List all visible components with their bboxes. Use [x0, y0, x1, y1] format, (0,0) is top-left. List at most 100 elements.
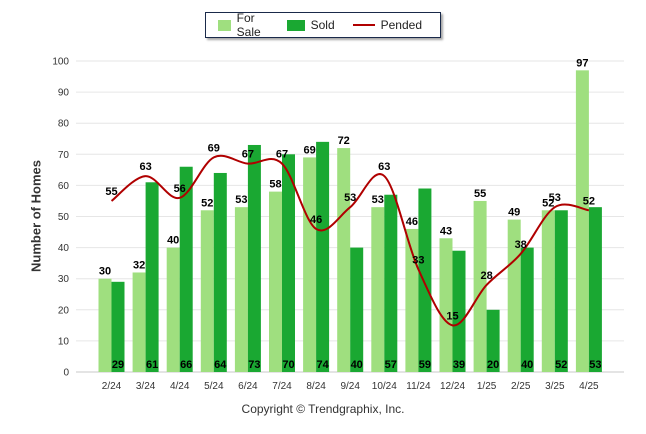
bar-for-sale	[439, 238, 453, 372]
bar-sold	[213, 172, 227, 372]
bar-sold	[486, 309, 500, 372]
data-label-pended: 53	[549, 192, 561, 204]
data-label-sold: 52	[555, 359, 567, 371]
data-label-sold: 29	[112, 359, 124, 371]
bar-for-sale	[98, 278, 112, 372]
data-label-sold: 73	[248, 359, 260, 371]
data-label-for-sale: 53	[235, 194, 247, 206]
bar-for-sale	[166, 247, 180, 372]
data-label-for-sale: 52	[201, 197, 213, 209]
data-label-pended: 15	[446, 310, 458, 322]
data-label-pended: 69	[208, 142, 220, 154]
data-label-pended: 63	[378, 161, 390, 173]
pended-line	[110, 154, 590, 327]
data-label-sold: 57	[385, 359, 397, 371]
x-tick-label: 6/24	[238, 381, 258, 392]
legend-swatch-for-sale	[218, 19, 231, 31]
x-tick-label: 10/24	[372, 381, 397, 392]
data-label-sold: 64	[214, 359, 227, 371]
x-tick-label: 5/24	[204, 381, 224, 392]
legend-item-sold[interactable]: Sold	[286, 18, 335, 32]
bar-for-sale	[405, 228, 419, 372]
bar-for-sale	[132, 272, 146, 372]
data-labels-group: 30 29 32 61 40 66 52 64 53 73 58 70 69 74 72 40 53 57 46 59…	[99, 57, 602, 371]
data-label-for-sale: 53	[372, 194, 384, 206]
data-label-for-sale: 49	[508, 207, 520, 219]
x-axis-ticks: 2/24 3/24 4/24 5/24 6/24 7/24 8/24 9/24 10/24 11/…	[102, 381, 599, 392]
x-tick-label: 3/25	[545, 381, 565, 392]
x-tick-label: 3/24	[136, 381, 156, 392]
data-label-sold: 74	[316, 359, 329, 371]
x-tick-label: 4/24	[170, 381, 190, 392]
data-label-for-sale: 32	[133, 259, 145, 271]
legend-item-pended[interactable]: Pended	[352, 18, 422, 32]
legend-item-for-sale[interactable]: For Sale	[218, 11, 269, 39]
bar-for-sale	[575, 70, 589, 372]
data-label-pended: 33	[412, 254, 424, 266]
x-tick-label: 1/25	[477, 381, 497, 392]
y-tick-label: 40	[58, 243, 70, 254]
bar-sold	[452, 250, 466, 372]
data-label-pended: 56	[174, 183, 186, 195]
x-tick-label: 12/24	[440, 381, 465, 392]
bar-for-sale	[337, 148, 351, 372]
bars-group	[98, 70, 602, 372]
data-label-for-sale: 58	[269, 179, 281, 191]
data-label-sold: 40	[351, 359, 363, 371]
y-tick-label: 30	[58, 274, 70, 285]
legend-label-pended: Pended	[380, 18, 422, 32]
x-tick-label: 4/25	[579, 381, 599, 392]
data-label-pended: 55	[105, 186, 117, 198]
y-tick-label: 80	[58, 119, 70, 130]
legend-label-sold: Sold	[310, 18, 335, 32]
pended-line-group	[110, 154, 590, 327]
data-label-for-sale: 40	[167, 235, 179, 247]
x-tick-label: 2/24	[102, 381, 122, 392]
bar-sold	[282, 154, 295, 372]
data-label-for-sale: 97	[576, 57, 588, 69]
bar-sold	[111, 281, 125, 372]
legend-label-for-sale: For Sale	[236, 11, 261, 39]
data-label-pended: 63	[139, 161, 151, 173]
data-label-pended: 46	[310, 214, 322, 226]
y-tick-label: 60	[58, 181, 70, 192]
data-label-pended: 53	[344, 192, 356, 204]
data-label-pended: 28	[480, 270, 492, 282]
bar-for-sale	[303, 157, 317, 372]
x-tick-label: 2/25	[511, 381, 531, 392]
bar-sold	[418, 188, 432, 372]
data-label-sold: 53	[589, 359, 601, 371]
bar-for-sale	[541, 210, 555, 372]
y-tick-label: 100	[52, 57, 69, 68]
data-label-pended: 52	[583, 195, 595, 207]
bar-sold	[554, 210, 568, 372]
bar-sold	[316, 141, 330, 372]
bar-sold	[247, 144, 261, 372]
bar-sold	[350, 247, 364, 372]
data-label-for-sale: 46	[406, 216, 418, 228]
bar-sold	[179, 166, 193, 372]
bar-for-sale	[473, 200, 487, 372]
data-label-for-sale: 30	[99, 266, 111, 278]
data-label-for-sale: 55	[474, 188, 486, 200]
x-tick-label: 7/24	[272, 381, 292, 392]
data-label-sold: 39	[453, 359, 465, 371]
bar-sold	[520, 247, 534, 372]
data-label-sold: 70	[282, 359, 294, 371]
bar-for-sale	[269, 191, 282, 372]
x-tick-label: 8/24	[306, 381, 326, 392]
data-label-for-sale: 43	[440, 225, 452, 237]
data-label-sold: 20	[487, 359, 499, 371]
bar-for-sale	[234, 207, 248, 372]
y-axis-title: Number of Homes	[28, 160, 44, 272]
x-tick-label: 9/24	[340, 381, 360, 392]
y-tick-label: 90	[58, 88, 70, 99]
legend: For Sale Sold Pended	[205, 11, 441, 39]
bar-sold	[588, 207, 602, 372]
data-label-for-sale: 69	[303, 144, 315, 156]
bar-sold	[384, 194, 398, 372]
data-label-sold: 66	[180, 359, 192, 371]
y-tick-label: 70	[58, 150, 70, 161]
legend-swatch-sold	[286, 19, 305, 31]
